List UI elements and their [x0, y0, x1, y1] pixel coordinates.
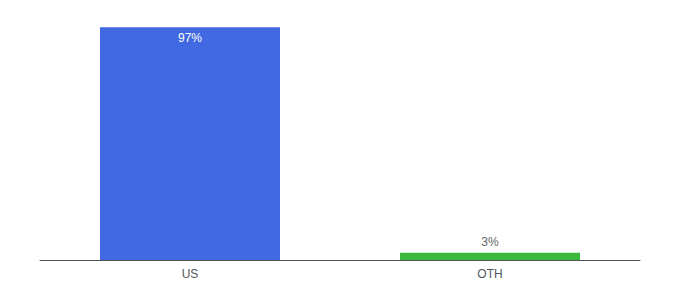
svg-text:97%: 97% [178, 31, 202, 45]
svg-text:OTH: OTH [477, 267, 502, 281]
svg-text:US: US [182, 267, 199, 281]
svg-text:3%: 3% [481, 235, 499, 249]
